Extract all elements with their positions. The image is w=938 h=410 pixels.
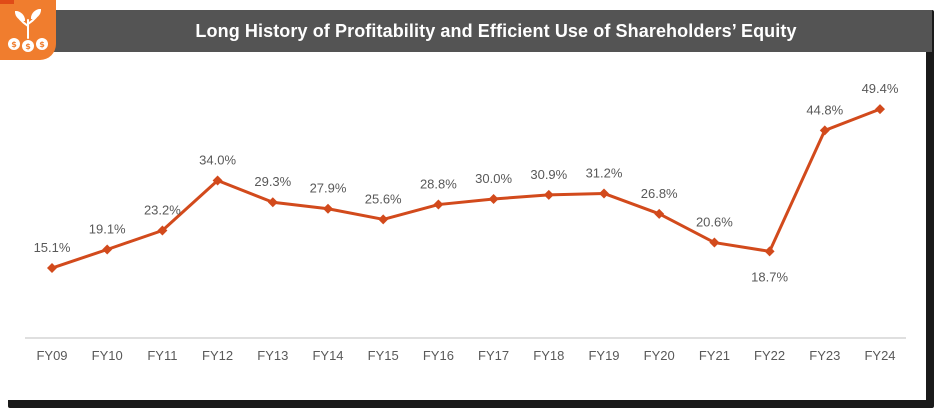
data-point-fy12 <box>212 175 223 186</box>
x-tick-label-fy23: FY23 <box>809 348 840 363</box>
x-tick-label-fy13: FY13 <box>257 348 288 363</box>
value-label-fy12: 34.0% <box>199 152 236 167</box>
money-tree-icon: $ $ $ <box>0 0 56 60</box>
value-label-fy14: 27.9% <box>310 181 347 196</box>
chart-title: Long History of Profitability and Effici… <box>195 20 797 41</box>
data-point-fy18 <box>543 189 554 200</box>
data-point-fy13 <box>267 197 278 208</box>
x-tick-label-fy12: FY12 <box>202 348 233 363</box>
x-tick-label-fy11: FY11 <box>147 348 177 363</box>
x-tick-label-fy09: FY09 <box>36 348 67 363</box>
data-point-fy21 <box>709 237 720 248</box>
value-label-fy13: 29.3% <box>254 174 291 189</box>
value-label-fy11: 23.2% <box>144 203 181 218</box>
title-banner: Long History of Profitability and Effici… <box>40 10 932 52</box>
data-point-fy22 <box>764 246 775 257</box>
x-tick-label-fy21: FY21 <box>699 348 730 363</box>
data-point-fy15 <box>378 214 389 225</box>
value-label-fy19: 31.2% <box>586 165 623 180</box>
x-tick-label-fy24: FY24 <box>864 348 895 363</box>
data-point-fy14 <box>323 203 333 214</box>
data-point-fy16 <box>433 199 444 210</box>
value-label-fy16: 28.8% <box>420 177 457 192</box>
series-line <box>51 107 881 270</box>
x-tick-label-fy17: FY17 <box>478 348 509 363</box>
data-point-fy17 <box>488 194 499 204</box>
money-tree-glyph: $ $ $ <box>8 8 48 52</box>
x-tick-label-fy19: FY19 <box>588 348 619 363</box>
value-label-fy09: 15.1% <box>34 240 71 255</box>
svg-text:$: $ <box>11 40 17 49</box>
value-label-fy18: 30.9% <box>530 167 567 182</box>
data-point-fy23 <box>819 125 830 136</box>
x-tick-label-fy16: FY16 <box>423 348 454 363</box>
value-label-fy17: 30.0% <box>475 171 512 186</box>
value-label-fy15: 25.6% <box>365 191 402 206</box>
svg-text:$: $ <box>39 40 45 49</box>
value-label-fy10: 19.1% <box>89 222 126 237</box>
value-label-fy20: 26.8% <box>641 186 678 201</box>
data-point-fy11 <box>157 225 168 236</box>
x-tick-label-fy15: FY15 <box>368 348 399 363</box>
x-tick-label-fy14: FY14 <box>312 348 343 363</box>
x-tick-label-fy18: FY18 <box>533 348 564 363</box>
data-point-fy09 <box>47 263 57 274</box>
logo-tab <box>0 0 14 4</box>
value-label-fy22: 18.7% <box>751 269 788 284</box>
data-point-fy10 <box>102 244 113 255</box>
svg-text:$: $ <box>25 42 31 51</box>
data-point-fy20 <box>654 208 665 219</box>
value-label-fy23: 44.8% <box>806 102 843 117</box>
data-point-fy24 <box>875 104 885 115</box>
x-tick-label-fy22: FY22 <box>754 348 785 363</box>
x-tick-label-fy10: FY10 <box>92 348 123 363</box>
data-point-fy19 <box>599 188 609 199</box>
x-tick-label-fy20: FY20 <box>644 348 675 363</box>
value-label-fy24: 49.4% <box>862 81 899 96</box>
value-label-fy21: 20.6% <box>696 215 733 230</box>
